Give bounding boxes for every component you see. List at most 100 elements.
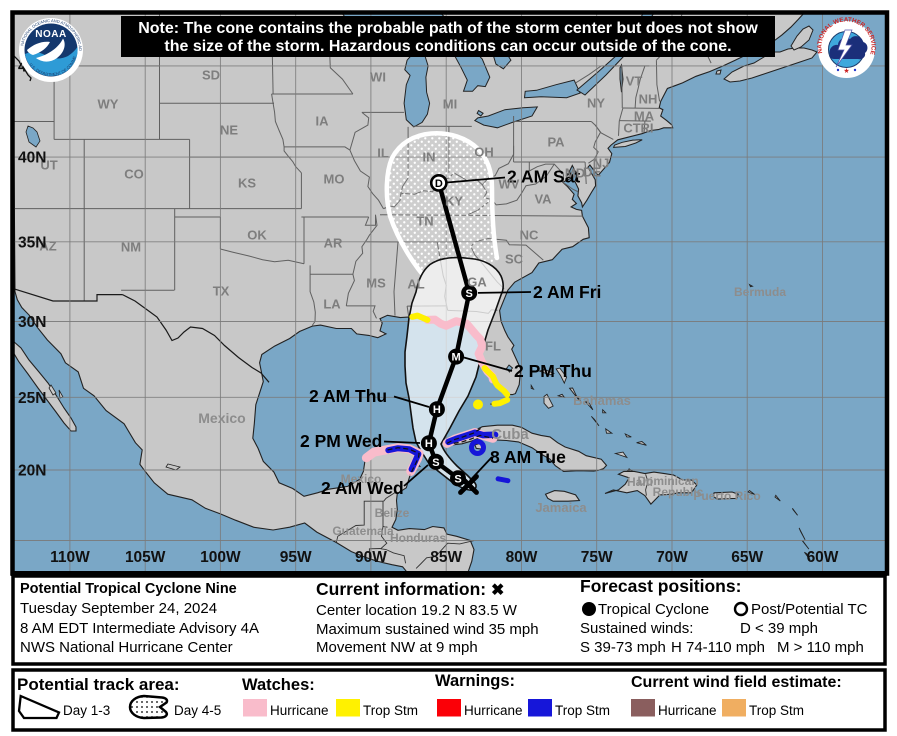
- svg-text:NE: NE: [220, 123, 238, 138]
- svg-text:Hurricane: Hurricane: [464, 703, 523, 718]
- svg-text:25N: 25N: [18, 390, 46, 407]
- svg-text:CO: CO: [124, 167, 144, 182]
- svg-text:Potential Tropical Cyclone Nin: Potential Tropical Cyclone Nine: [20, 581, 237, 597]
- svg-text:Post/Potential TC: Post/Potential TC: [751, 601, 868, 618]
- svg-text:Day 1-3: Day 1-3: [63, 703, 110, 718]
- svg-text:Dominican: Dominican: [637, 474, 698, 488]
- svg-text:Mexico: Mexico: [198, 410, 245, 426]
- svg-text:WV: WV: [499, 177, 520, 192]
- svg-text:Forecast positions:: Forecast positions:: [580, 576, 741, 596]
- svg-text:NH: NH: [639, 92, 658, 107]
- svg-text:AZ: AZ: [39, 239, 56, 254]
- svg-text:SC: SC: [505, 252, 524, 267]
- svg-text:Trop Stm: Trop Stm: [749, 703, 804, 718]
- svg-text:95W: 95W: [280, 549, 312, 566]
- svg-text:Center location 19.2 N 83.5 W: Center location 19.2 N 83.5 W: [316, 602, 518, 619]
- svg-text:Mexico: Mexico: [341, 472, 382, 486]
- svg-text:UT: UT: [40, 158, 57, 173]
- svg-text:Cuba: Cuba: [491, 426, 529, 443]
- svg-text:VA: VA: [534, 192, 552, 207]
- svg-text:Movement NW at 9 mph: Movement NW at 9 mph: [316, 639, 478, 656]
- svg-text:CT: CT: [623, 121, 640, 136]
- svg-text:S: S: [466, 288, 473, 300]
- svg-text:Bermuda: Bermuda: [734, 285, 786, 299]
- svg-text:Guatemala: Guatemala: [332, 524, 394, 538]
- svg-text:SD: SD: [202, 68, 220, 83]
- svg-text:2 AM Fri: 2 AM Fri: [533, 282, 601, 302]
- svg-text:IA: IA: [316, 114, 330, 129]
- svg-text:MI: MI: [443, 97, 457, 112]
- svg-text:20N: 20N: [18, 463, 46, 480]
- svg-text:the size of the storm. Hazardo: the size of the storm. Hazardous conditi…: [164, 38, 731, 55]
- svg-text:NJ: NJ: [593, 156, 610, 171]
- svg-text:2 AM Wed: 2 AM Wed: [321, 478, 404, 498]
- svg-text:35N: 35N: [18, 234, 46, 251]
- svg-text:Current information: ✖: Current information: ✖: [316, 579, 504, 599]
- svg-text:Honduras: Honduras: [390, 531, 446, 545]
- svg-text:65W: 65W: [731, 549, 763, 566]
- svg-text:S: S: [432, 457, 439, 469]
- svg-text:M: M: [452, 352, 461, 364]
- svg-text:D < 39 mph: D < 39 mph: [740, 620, 818, 637]
- svg-text:Current wind field estimate:: Current wind field estimate:: [631, 674, 842, 691]
- svg-text:80W: 80W: [506, 549, 538, 566]
- svg-text:Tropical Cyclone: Tropical Cyclone: [598, 601, 709, 618]
- svg-text:MA: MA: [634, 109, 655, 124]
- svg-text:70W: 70W: [656, 549, 688, 566]
- svg-text:Warnings:: Warnings:: [435, 672, 515, 690]
- svg-text:MO: MO: [324, 172, 345, 187]
- svg-text:105W: 105W: [125, 549, 166, 566]
- svg-text:Trop Stm: Trop Stm: [363, 703, 418, 718]
- svg-text:NM: NM: [121, 240, 141, 255]
- svg-text:M > 110 mph: M > 110 mph: [777, 639, 864, 656]
- svg-text:Sustained winds:: Sustained winds:: [580, 620, 693, 637]
- svg-text:MS: MS: [366, 276, 386, 291]
- svg-text:Day 4-5: Day 4-5: [174, 703, 221, 718]
- svg-text:D: D: [435, 178, 443, 190]
- svg-text:DE: DE: [583, 165, 601, 180]
- svg-text:PA: PA: [547, 135, 565, 150]
- svg-text:S 39-73 mph: S 39-73 mph: [580, 639, 666, 656]
- svg-text:OK: OK: [247, 228, 267, 243]
- svg-text:60W: 60W: [807, 549, 839, 566]
- svg-text:Hurricane: Hurricane: [270, 703, 329, 718]
- svg-text:Trop Stm: Trop Stm: [555, 703, 610, 718]
- svg-text:WI: WI: [370, 70, 386, 85]
- svg-text:KS: KS: [238, 176, 256, 191]
- svg-text:NOAA: NOAA: [35, 29, 66, 40]
- svg-text:IN: IN: [423, 150, 436, 165]
- svg-text:LA: LA: [323, 297, 341, 312]
- svg-text:MD: MD: [565, 166, 585, 181]
- svg-text:★: ★: [843, 67, 849, 75]
- svg-text:TX: TX: [213, 284, 230, 299]
- svg-text:Jamaica: Jamaica: [535, 500, 587, 515]
- svg-text:AL: AL: [407, 277, 424, 292]
- svg-text:H: H: [433, 404, 441, 416]
- svg-text:NY: NY: [587, 96, 605, 111]
- svg-text:NWS National Hurricane Center: NWS National Hurricane Center: [20, 639, 233, 656]
- svg-text:110W: 110W: [50, 549, 90, 566]
- svg-text:NC: NC: [520, 228, 539, 243]
- svg-text:H 74-110 mph: H 74-110 mph: [671, 639, 765, 656]
- svg-text:100W: 100W: [200, 549, 241, 566]
- svg-text:Bahamas: Bahamas: [573, 393, 631, 408]
- svg-text:30N: 30N: [18, 314, 46, 331]
- svg-text:S: S: [454, 473, 461, 485]
- svg-text:VT: VT: [626, 74, 643, 89]
- svg-text:Watches:: Watches:: [242, 676, 315, 694]
- svg-text:KY: KY: [445, 194, 463, 209]
- svg-text:Potential track area:: Potential track area:: [17, 675, 180, 694]
- svg-text:GA: GA: [467, 275, 487, 290]
- svg-text:Haiti: Haiti: [627, 475, 653, 489]
- svg-text:IL: IL: [377, 146, 389, 161]
- svg-text:2 PM Wed: 2 PM Wed: [300, 431, 382, 451]
- svg-text:Republic: Republic: [653, 485, 704, 499]
- svg-text:2 PM Thu: 2 PM Thu: [514, 361, 592, 381]
- svg-text:Tuesday September 24, 2024: Tuesday September 24, 2024: [20, 600, 217, 617]
- svg-text:WY: WY: [98, 97, 119, 112]
- svg-text:TN: TN: [416, 214, 433, 229]
- svg-text:2 AM Thu: 2 AM Thu: [309, 386, 387, 406]
- svg-text:40N: 40N: [18, 150, 46, 167]
- svg-text:H: H: [425, 438, 433, 450]
- svg-text:Hurricane: Hurricane: [658, 703, 717, 718]
